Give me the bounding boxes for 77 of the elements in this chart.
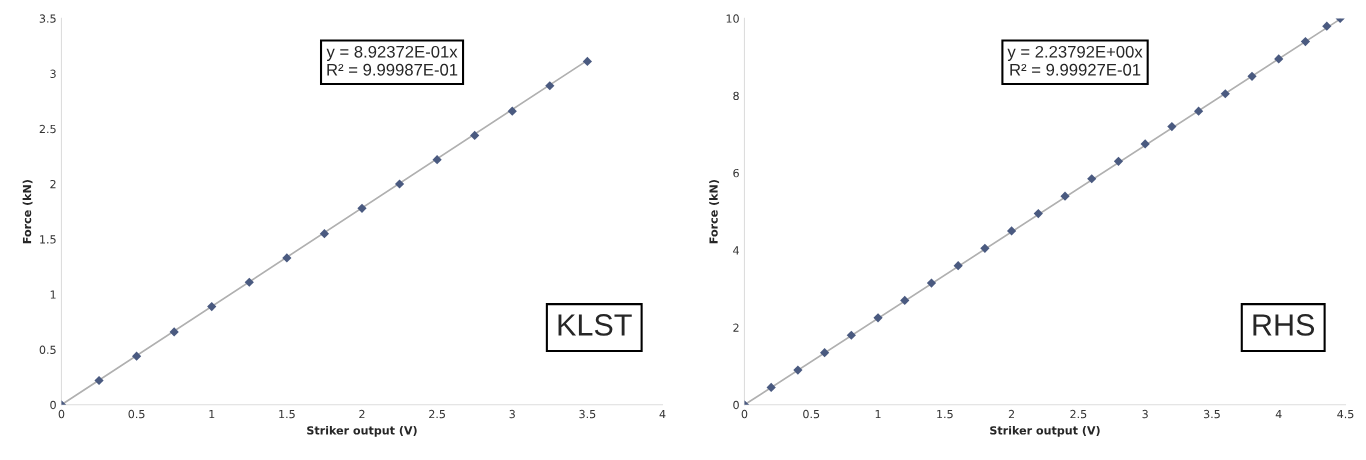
- x-tick-label: 2: [1008, 409, 1015, 419]
- y-tick-label: 8: [733, 91, 739, 101]
- x-tick-label: 0: [58, 409, 65, 419]
- point: [900, 295, 910, 306]
- x-tick-label: 4: [659, 410, 666, 419]
- point: [1274, 54, 1284, 64]
- point: [1220, 89, 1230, 99]
- point: [1322, 21, 1332, 31]
- x-tick-label: 3.5: [579, 409, 596, 419]
- x-tick-label: 4.5: [1337, 410, 1354, 419]
- point: [1087, 174, 1097, 184]
- point: [1140, 139, 1150, 149]
- x-tick-label: 0: [741, 409, 748, 419]
- point: [282, 253, 292, 263]
- point: [169, 327, 179, 337]
- point: [1167, 121, 1177, 132]
- point: [926, 278, 937, 288]
- x-tick-label: 2: [359, 409, 365, 419]
- y-tick-label: 10: [726, 14, 739, 23]
- y-tick-label: 2: [733, 323, 739, 332]
- point: [244, 277, 254, 287]
- point: [357, 203, 367, 213]
- y-tick-label: 6: [733, 168, 739, 178]
- x-tick-label: 0.5: [803, 409, 820, 419]
- x-tick-label: 1.5: [279, 410, 295, 419]
- annotation: y = 8.92372E-01x R² = 9.99987E-01: [326, 45, 458, 76]
- y-axis-title: Force (kN): [709, 180, 720, 244]
- x-tick-label: 4: [1275, 410, 1282, 419]
- annotation: RHS: [1253, 314, 1315, 336]
- point: [545, 81, 555, 91]
- point: [820, 348, 830, 358]
- y-tick-label: 0: [733, 400, 739, 410]
- y-tick-label: 0.5: [39, 345, 56, 354]
- point: [980, 243, 990, 253]
- point: [394, 179, 405, 189]
- point: [1193, 106, 1204, 116]
- point: [1300, 36, 1311, 47]
- point: [1033, 208, 1043, 219]
- point: [1060, 191, 1070, 201]
- point: [873, 313, 883, 323]
- annotation: KLST: [558, 314, 632, 336]
- y-tick-label: 2.5: [39, 124, 56, 134]
- point: [846, 330, 856, 340]
- x-tick-label: 1.5: [937, 410, 953, 419]
- point: [507, 106, 517, 116]
- y-tick-label: 3.5: [39, 14, 56, 23]
- point: [1247, 71, 1257, 81]
- x-axis-title: Striker output (V): [307, 425, 417, 437]
- point: [793, 365, 803, 375]
- x-tick-label: 3: [1142, 409, 1148, 419]
- point: [582, 56, 592, 67]
- x-tick-label: 3.5: [1203, 409, 1220, 419]
- x-tick-label: 0.5: [128, 409, 145, 419]
- y-tick-label: 0: [50, 400, 56, 410]
- point: [1113, 156, 1124, 166]
- point: [207, 301, 217, 312]
- point: [470, 130, 480, 141]
- x-tick-label: 1: [209, 410, 215, 419]
- y-tick-label: 1: [50, 290, 56, 299]
- y-tick-label: 3: [50, 69, 56, 78]
- y-tick-label: 2: [50, 179, 56, 189]
- annotation: y = 2.23792E+00x R² = 9.99927E-01: [1007, 45, 1143, 76]
- x-tick-label: 2.5: [429, 409, 445, 419]
- y-tick-label: 4: [733, 246, 739, 255]
- point: [766, 382, 776, 393]
- point: [1006, 226, 1017, 236]
- x-axis-title: Striker output (V): [990, 425, 1100, 437]
- point: [131, 351, 142, 361]
- x-tick-label: 3: [509, 409, 515, 419]
- y-axis-title: Force (kN): [22, 180, 33, 244]
- point: [953, 261, 963, 271]
- point: [319, 229, 330, 239]
- point: [432, 155, 442, 165]
- x-tick-label: 2.5: [1070, 409, 1087, 419]
- y-tick-label: 1.5: [40, 235, 56, 244]
- x-tick-label: 1: [875, 410, 881, 419]
- point: [94, 375, 104, 386]
